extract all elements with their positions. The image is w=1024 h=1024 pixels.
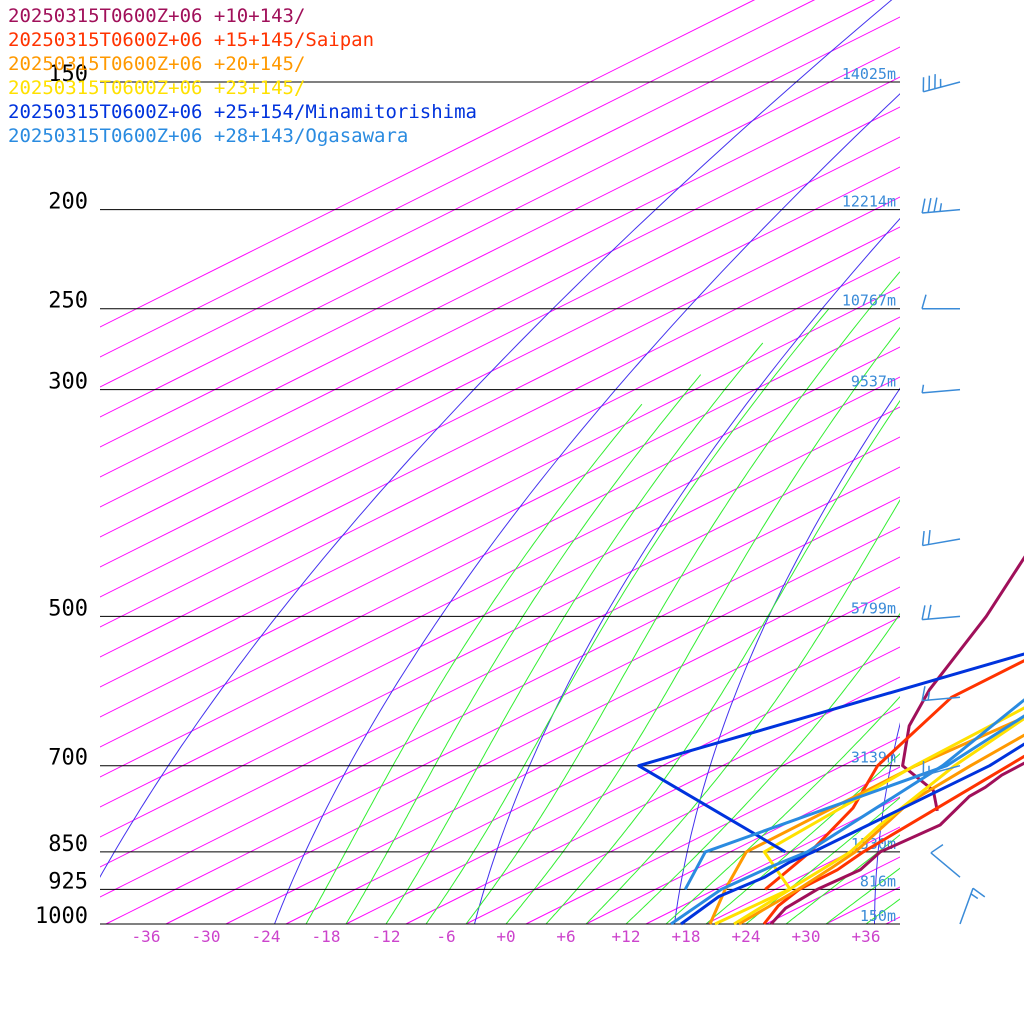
temperature-profile-line xyxy=(769,761,1024,926)
pressure-tick-labels: 1001502002503005007008509251000 xyxy=(35,62,88,929)
dewpoint-profile-line xyxy=(708,715,1024,925)
pressure-label: 700 xyxy=(48,746,88,771)
legend-entry: 20250315T0600Z+06 +10+143/ xyxy=(8,5,305,27)
pressure-label: 150 xyxy=(48,62,88,87)
height-label: 5799m xyxy=(851,599,896,617)
wind-barb xyxy=(921,384,961,394)
moist-adiabat-line xyxy=(545,399,900,924)
dewpoint-profile-line xyxy=(733,706,1024,926)
dry-adiabat-line xyxy=(874,722,900,924)
wind-barb xyxy=(922,760,961,777)
temperature-profile-line xyxy=(714,716,1024,926)
height-label: 150m xyxy=(860,907,896,925)
temperature-tick-label: -36 xyxy=(132,927,161,946)
isotherm-line xyxy=(1006,0,1024,924)
sounding-series xyxy=(637,555,1024,926)
temperature-profile-line xyxy=(762,754,1024,925)
pressure-label: 925 xyxy=(48,869,88,894)
pressure-label: 500 xyxy=(48,596,88,621)
moist-adiabat-line xyxy=(705,752,900,924)
temperature-tick-label: +12 xyxy=(612,927,641,946)
temperature-tick-label: +0 xyxy=(496,927,515,946)
isotherm-line xyxy=(885,916,900,924)
temperature-tick-label: -6 xyxy=(436,927,455,946)
moist-adiabat-line xyxy=(425,308,830,924)
legend-entry: 20250315T0600Z+06 +15+145/Saipan xyxy=(8,29,374,51)
moist-adiabat-grid xyxy=(305,271,900,924)
temperature-profile-line xyxy=(680,742,1024,926)
isotherm-line xyxy=(105,526,900,924)
pressure-label: 250 xyxy=(48,289,88,314)
height-label: 14025m xyxy=(842,65,896,83)
moist-adiabat-line xyxy=(305,403,643,924)
dewpoint-profile-line xyxy=(683,714,1024,891)
isotherm-line xyxy=(100,346,900,748)
wind-barb xyxy=(921,604,961,621)
temperature-tick-label: +36 xyxy=(852,927,881,946)
dewpoint-profile-line xyxy=(637,652,1024,854)
temperature-tick-label: +24 xyxy=(732,927,761,946)
isotherm-line xyxy=(100,286,900,688)
legend-entry: 20250315T0600Z+06 +25+154/Minamitorishim… xyxy=(8,101,477,123)
pressure-label: 1000 xyxy=(35,904,88,929)
isotherm-line xyxy=(100,376,900,778)
temperature-tick-label: +6 xyxy=(556,927,575,946)
moist-adiabat-line xyxy=(385,342,764,924)
isotherm-line xyxy=(405,676,900,924)
isotherm-line xyxy=(285,616,900,924)
wind-barb xyxy=(921,197,961,214)
isotherm-line xyxy=(100,466,900,868)
wind-barbs xyxy=(921,74,986,925)
isotherm-line xyxy=(946,0,1024,924)
isotherm-line xyxy=(100,496,900,898)
isotherm-line xyxy=(225,586,900,924)
temperature-tick-label: +18 xyxy=(672,927,701,946)
wind-barb xyxy=(921,529,961,547)
isotherm-line xyxy=(345,646,900,924)
pressure-label: 200 xyxy=(48,190,88,215)
isotherm-line xyxy=(100,406,900,808)
isotherm-line xyxy=(585,766,900,924)
height-label: 3139m xyxy=(851,749,896,767)
temperature-tick-label: +30 xyxy=(792,927,821,946)
moist-adiabat-line xyxy=(745,797,900,924)
moist-adiabat-line xyxy=(465,271,900,924)
temperature-tick-labels: -36 -30 -24 -18 -12 -6 +0 +6 +12 +18 +24 +30 +36 xyxy=(132,927,881,946)
moist-adiabat-line xyxy=(345,374,702,924)
height-label: 816m xyxy=(860,872,896,890)
temperature-tick-label: -18 xyxy=(312,927,341,946)
temperature-profile-line xyxy=(670,698,1024,926)
wind-barb xyxy=(959,887,986,925)
pressure-label: 300 xyxy=(48,370,88,395)
isotherm-line xyxy=(165,556,900,924)
height-label: 10767m xyxy=(842,292,896,310)
height-label: 12214m xyxy=(842,193,896,211)
wind-barb xyxy=(922,74,961,93)
moist-adiabat-line xyxy=(505,326,900,924)
moist-adiabat-line xyxy=(585,499,900,924)
legend-entry: 20250315T0600Z+06 +20+145/ xyxy=(8,53,305,75)
isotherm-line xyxy=(100,436,900,838)
legend-entry: 20250315T0600Z+06 +23+145/ xyxy=(8,77,305,99)
isotherm-line xyxy=(100,316,900,718)
dry-adiabat-line xyxy=(474,217,900,924)
temperature-tick-label: -12 xyxy=(372,927,401,946)
moist-adiabat-line xyxy=(625,612,900,924)
legend-entry: 20250315T0600Z+06 +28+143/Ogasawara xyxy=(8,125,408,147)
moist-adiabat-line xyxy=(785,834,900,924)
wind-barb xyxy=(921,294,960,310)
pressure-label: 850 xyxy=(48,832,88,857)
height-label: 9537m xyxy=(851,373,896,391)
wind-barb xyxy=(930,844,961,878)
moist-adiabat-line xyxy=(665,695,900,924)
temperature-tick-label: -24 xyxy=(252,927,281,946)
wind-barb xyxy=(921,686,961,702)
dry-adiabat-line xyxy=(674,387,900,924)
temperature-profile-line xyxy=(738,733,1024,926)
legend: 20250315T0600Z+06 +10+143/20250315T0600Z… xyxy=(8,5,477,147)
temperature-tick-label: -30 xyxy=(192,927,221,946)
isotherm-line xyxy=(645,796,900,924)
